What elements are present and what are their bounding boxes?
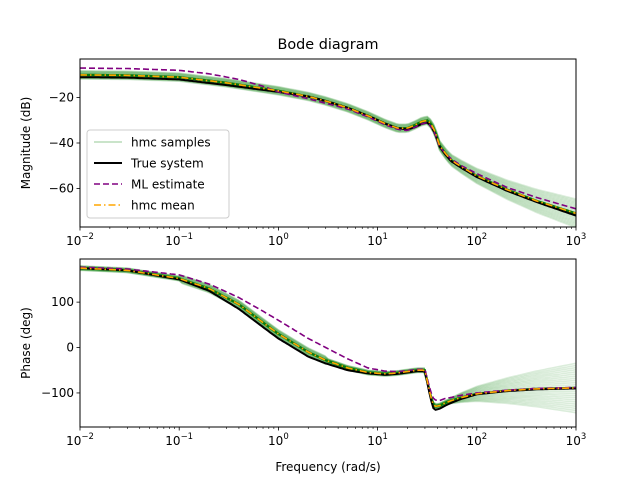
- plot-area: [80, 67, 576, 227]
- y-tick-label: −100: [41, 386, 74, 400]
- hmc-sample-line: [80, 269, 576, 410]
- x-tick-label: 100: [268, 432, 289, 448]
- hmc-sample-line: [80, 77, 576, 227]
- plot-area: [80, 265, 576, 414]
- legend: hmc samples True system ML estimate hmc mea…: [86, 129, 230, 219]
- hmc-sample-line: [80, 77, 576, 226]
- y-axis-label: Magnitude (dB): [19, 97, 33, 190]
- legend-label: ML estimate: [131, 178, 205, 192]
- hmc-sample-line: [80, 72, 576, 208]
- legend-label: True system: [130, 157, 204, 171]
- y-axis-label: Phase (deg): [19, 307, 33, 379]
- legend-label: hmc samples: [131, 136, 211, 150]
- y-tick-label: 100: [51, 295, 74, 309]
- hmc-sample-line: [80, 265, 576, 406]
- hmc-sample-line: [80, 266, 576, 406]
- y-tick-label: −40: [49, 136, 74, 150]
- x-tick-label: 103: [566, 232, 587, 248]
- legend-box: [86, 129, 230, 219]
- hmc-sample-line: [80, 70, 576, 203]
- hmc-sample-line: [80, 71, 576, 205]
- hmc-mean-line: [80, 267, 576, 408]
- x-axis-label: Frequency (rad/s): [275, 460, 380, 474]
- hmc-sample-line: [80, 70, 576, 200]
- hmc-sample-line: [80, 72, 576, 209]
- ml-estimate-line: [80, 67, 576, 210]
- y-tick-label: −20: [49, 91, 74, 105]
- hmc-sample-line: [80, 78, 576, 227]
- legend-label: hmc mean: [131, 199, 195, 213]
- x-tick-label: 102: [466, 432, 487, 448]
- x-tick-label: 10−1: [165, 432, 193, 448]
- magnitude-panel: 10−2 10−1 100 101 102 103 −20 −40 −60 Magnitude (…: [19, 37, 586, 248]
- hmc-sample-line: [80, 70, 576, 202]
- chart-title: Bode diagram: [277, 37, 378, 53]
- x-tick-label: 102: [466, 232, 487, 248]
- hmc-sample-line: [80, 71, 576, 204]
- hmc-sample-line: [80, 71, 576, 207]
- x-tick-label: 101: [367, 232, 388, 248]
- hmc-sample-line: [80, 265, 576, 406]
- hmc-sample-line: [80, 265, 576, 406]
- hmc-sample-line: [80, 265, 576, 405]
- phase-panel: 10−2 10−1 100 101 102 103 100 0 −100 Phase (deg) F…: [19, 258, 587, 474]
- x-tick-label: 10−2: [66, 432, 94, 448]
- x-tick-label: 10−1: [165, 232, 193, 248]
- x-tick-label: 10−2: [66, 232, 94, 248]
- hmc-mean-line: [80, 74, 576, 215]
- axes-frame: [79, 258, 577, 428]
- hmc-sample-line: [80, 269, 576, 409]
- x-tick-label: 100: [268, 232, 289, 248]
- x-tick-label: 103: [566, 432, 587, 448]
- y-tick-label: 0: [66, 341, 74, 355]
- y-tick-label: −60: [49, 181, 74, 195]
- x-tick-label: 101: [367, 432, 388, 448]
